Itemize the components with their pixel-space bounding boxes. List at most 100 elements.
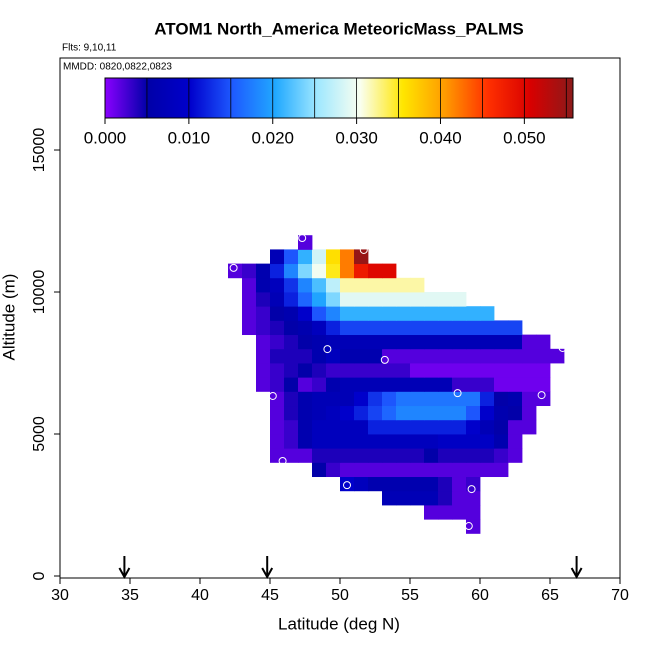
heat-cell — [326, 249, 341, 265]
heat-cell — [424, 490, 439, 506]
heat-cell — [354, 320, 369, 336]
heat-cell — [410, 490, 425, 506]
sample-point — [298, 234, 307, 243]
heat-cell — [438, 505, 453, 520]
heat-cell — [410, 448, 425, 463]
heat-cell — [340, 448, 355, 463]
heat-cell — [326, 448, 341, 463]
heat-cell — [494, 334, 509, 350]
heat-cell — [298, 348, 313, 364]
heat-cell — [480, 363, 495, 378]
heat-cell — [368, 377, 383, 392]
heat-cell — [550, 348, 565, 364]
heat-cell — [256, 306, 271, 321]
heat-cell — [466, 505, 481, 520]
colorbar-tick-label: 0.030 — [335, 128, 378, 147]
heat-cell — [466, 448, 481, 463]
heat-cell — [354, 292, 369, 307]
heat-cell — [396, 391, 411, 407]
sample-point — [359, 245, 368, 254]
heat-cell — [354, 377, 369, 392]
heat-cell — [340, 377, 355, 392]
heat-cell — [410, 292, 425, 307]
heat-cell — [284, 434, 299, 449]
heat-cell — [284, 334, 299, 350]
arrow — [570, 556, 583, 580]
heat-cell — [312, 405, 327, 421]
heat-cell — [368, 434, 383, 449]
heat-cell — [354, 263, 369, 279]
y-tick-label: 10000 — [31, 270, 48, 315]
heat-cell — [368, 334, 383, 350]
heat-cell — [452, 292, 467, 307]
heat-cell — [298, 334, 313, 350]
heat-cell — [494, 448, 509, 463]
heat-cell — [396, 476, 411, 492]
heat-cell — [480, 334, 495, 350]
heat-cell — [354, 306, 369, 321]
heat-cell — [354, 462, 369, 478]
heat-cell — [396, 348, 411, 364]
heat-cell — [410, 348, 425, 364]
heat-cell — [410, 405, 425, 421]
x-axis-label: Latitude (deg N) — [278, 614, 400, 633]
heat-cell — [438, 434, 453, 449]
heat-cell — [466, 490, 481, 506]
heat-cell — [466, 476, 481, 492]
heat-cell — [284, 249, 299, 265]
heat-cell — [410, 434, 425, 449]
heat-cell — [466, 462, 481, 478]
sample-point — [323, 345, 332, 354]
heat-cell — [480, 377, 495, 392]
heat-cell — [396, 462, 411, 478]
heat-cell — [452, 306, 467, 321]
heat-cell — [452, 419, 467, 435]
heat-cell — [508, 448, 523, 463]
annotation: Flts: 9,10,11 — [62, 43, 117, 54]
heat-cell — [466, 363, 481, 378]
heat-cell — [270, 249, 285, 265]
x-tick-label: 65 — [541, 587, 559, 604]
heat-cell — [368, 292, 383, 307]
heat-cell — [410, 306, 425, 321]
heat-cell — [340, 462, 355, 478]
heat-cell — [298, 448, 313, 463]
heat-cell — [270, 306, 285, 321]
heat-cell — [382, 320, 397, 336]
colorbar-tick-label: 0.040 — [419, 128, 462, 147]
heat-cell — [298, 249, 313, 265]
heat-cell — [438, 419, 453, 435]
heat-cell — [340, 263, 355, 279]
heat-cell — [326, 348, 341, 364]
heat-cell — [466, 320, 481, 336]
heat-cell — [368, 419, 383, 435]
heat-cell — [396, 334, 411, 350]
heat-cell — [410, 391, 425, 407]
heat-cell — [326, 334, 341, 350]
heat-cell — [270, 405, 285, 421]
heat-cell — [522, 348, 537, 364]
heat-cell — [242, 277, 257, 293]
heat-cell — [480, 462, 495, 478]
sample-point — [453, 389, 462, 398]
heat-cell — [242, 263, 257, 279]
heat-cell — [270, 348, 285, 364]
heat-cell — [424, 462, 439, 478]
heat-cell — [256, 263, 271, 279]
heat-cell — [284, 292, 299, 307]
heat-cell — [396, 419, 411, 435]
heat-cell — [298, 320, 313, 336]
heat-cell — [354, 448, 369, 463]
heat-cell — [452, 320, 467, 336]
heat-cell — [410, 476, 425, 492]
heat-cell — [340, 348, 355, 364]
heat-cell — [298, 306, 313, 321]
heat-cell — [494, 320, 509, 336]
heat-cell — [410, 419, 425, 435]
heat-cell — [326, 306, 341, 321]
x-tick-label: 45 — [261, 587, 279, 604]
heat-cell — [312, 263, 327, 279]
heat-cell — [368, 448, 383, 463]
heat-cell — [284, 277, 299, 293]
heat-cell — [438, 306, 453, 321]
